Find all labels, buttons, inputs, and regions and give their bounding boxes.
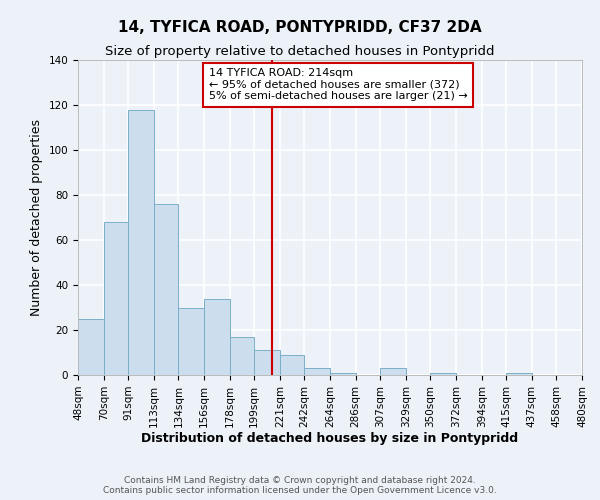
Bar xyxy=(506,373,532,375)
X-axis label: Distribution of detached houses by size in Pontypridd: Distribution of detached houses by size … xyxy=(142,432,518,446)
Bar xyxy=(330,373,356,375)
Bar xyxy=(430,373,456,375)
Bar xyxy=(178,308,204,375)
Bar xyxy=(230,337,254,375)
Text: Size of property relative to detached houses in Pontypridd: Size of property relative to detached ho… xyxy=(105,45,495,58)
Bar xyxy=(78,319,104,375)
Bar xyxy=(254,350,280,375)
Bar xyxy=(128,110,154,375)
Bar xyxy=(380,368,406,375)
Bar xyxy=(154,204,178,375)
Text: Contains HM Land Registry data © Crown copyright and database right 2024.
Contai: Contains HM Land Registry data © Crown c… xyxy=(103,476,497,495)
Text: 14 TYFICA ROAD: 214sqm
← 95% of detached houses are smaller (372)
5% of semi-det: 14 TYFICA ROAD: 214sqm ← 95% of detached… xyxy=(209,68,467,102)
Bar xyxy=(304,368,330,375)
Bar xyxy=(204,298,230,375)
Bar xyxy=(104,222,128,375)
Bar xyxy=(280,355,304,375)
Text: 14, TYFICA ROAD, PONTYPRIDD, CF37 2DA: 14, TYFICA ROAD, PONTYPRIDD, CF37 2DA xyxy=(118,20,482,35)
Y-axis label: Number of detached properties: Number of detached properties xyxy=(30,119,43,316)
